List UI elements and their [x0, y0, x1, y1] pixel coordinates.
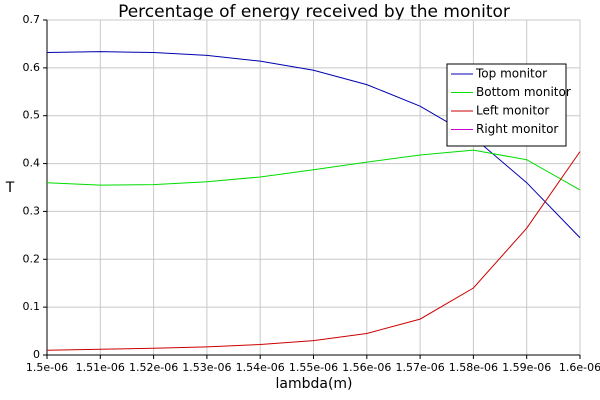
- y-tick-label: 0.2: [23, 252, 41, 265]
- x-tick-label: 1.59e-06: [502, 361, 551, 374]
- x-tick-label: 1.54e-06: [236, 361, 285, 374]
- series-line: [46, 51, 581, 239]
- chart-title: Percentage of energy received by the mon…: [118, 2, 510, 22]
- series-line: [46, 149, 581, 191]
- y-tick-label: 0.1: [23, 300, 41, 313]
- legend-box: [446, 63, 567, 147]
- y-axis-label: T: [5, 180, 15, 196]
- x-tick-label: 1.6e-06: [559, 361, 600, 374]
- y-tick-label: 0.3: [23, 204, 41, 217]
- x-tick-label: 1.56e-06: [342, 361, 391, 374]
- series-line: [46, 151, 581, 351]
- x-tick-label: 1.51e-06: [76, 361, 125, 374]
- x-tick-label: 1.55e-06: [289, 361, 338, 374]
- legend-label: Left monitor: [476, 104, 549, 118]
- x-tick-label: 1.53e-06: [182, 361, 231, 374]
- legend-label: Bottom monitor: [476, 85, 571, 99]
- legend-label: Right monitor: [476, 122, 558, 136]
- y-tick-label: 0.7: [23, 13, 41, 26]
- x-axis-label: lambda(m): [275, 376, 352, 392]
- y-tick-label: 0.4: [23, 157, 41, 170]
- y-tick-label: 0.6: [23, 61, 41, 74]
- x-tick-label: 1.5e-06: [26, 361, 68, 374]
- legend-label: Top monitor: [475, 67, 547, 81]
- y-tick-label: 0: [33, 348, 40, 361]
- x-tick-label: 1.57e-06: [395, 361, 444, 374]
- y-tick-label: 0.5: [23, 109, 41, 122]
- x-tick-label: 1.58e-06: [449, 361, 498, 374]
- x-tick-label: 1.52e-06: [129, 361, 178, 374]
